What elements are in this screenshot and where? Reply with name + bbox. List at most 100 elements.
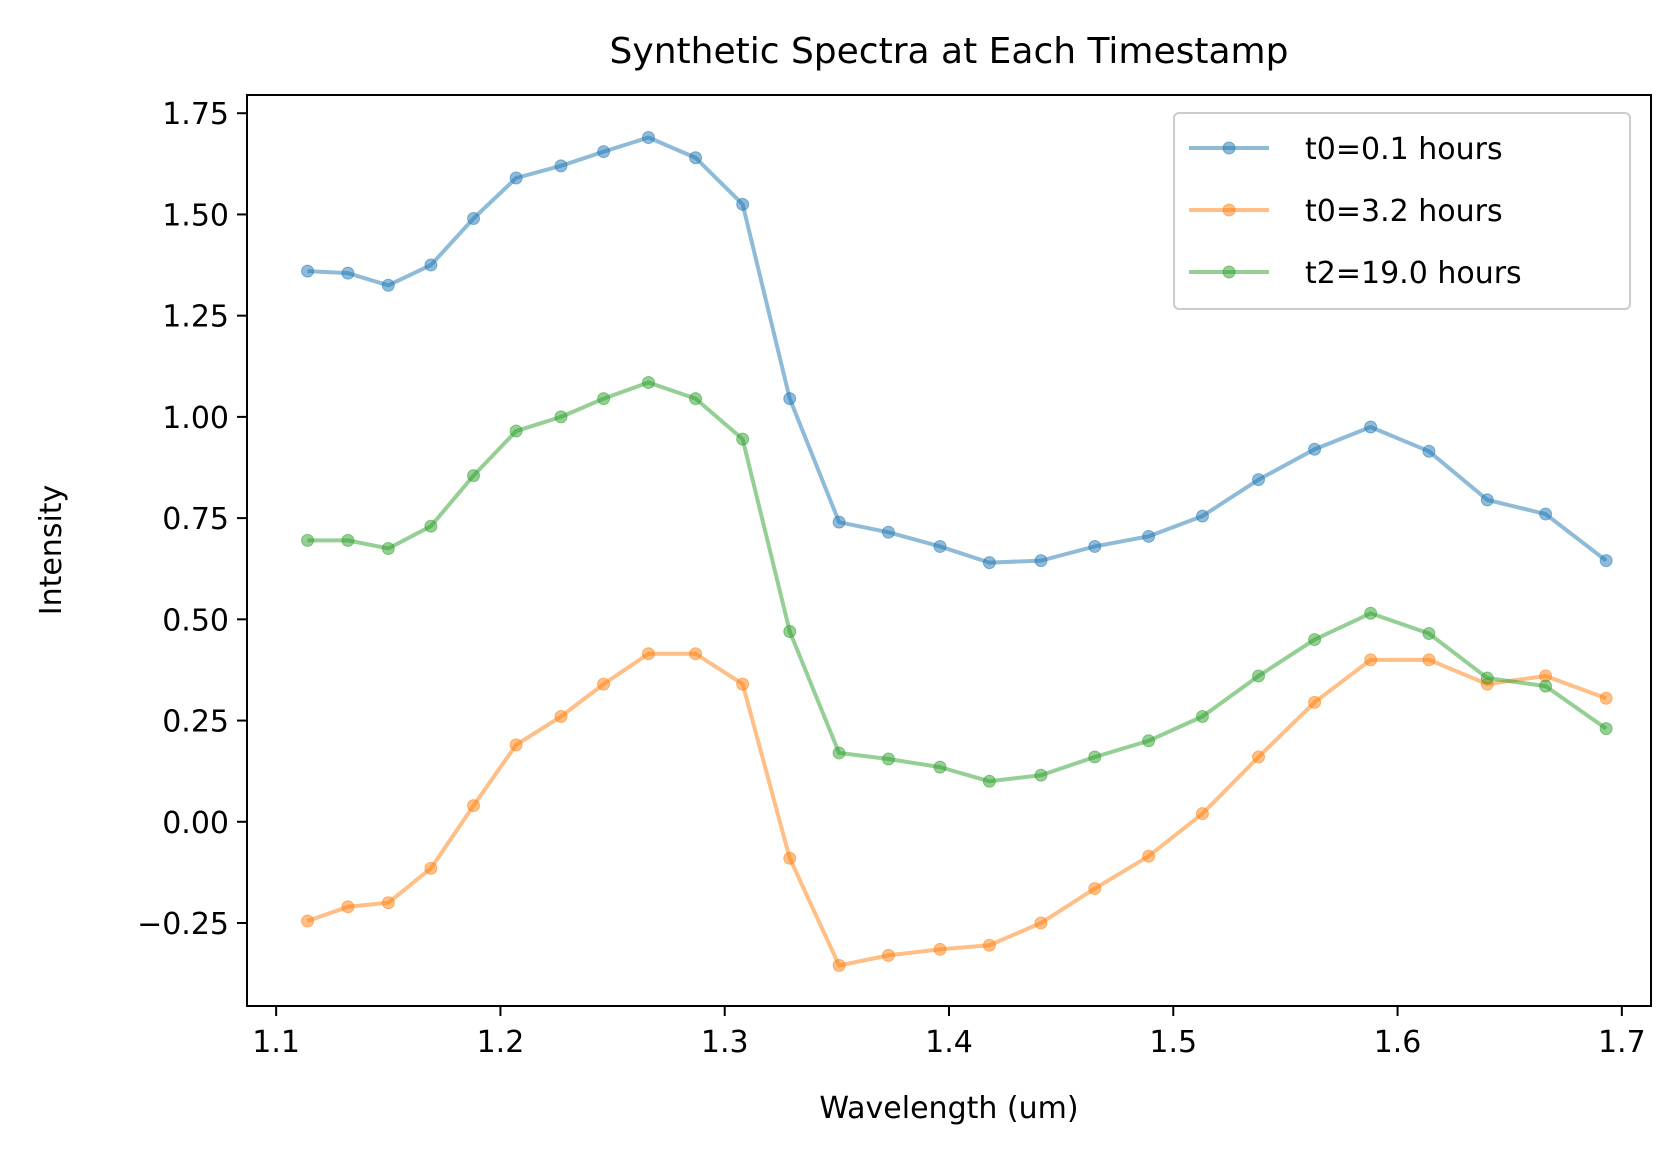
plot-frame xyxy=(246,94,1652,1007)
data-point xyxy=(424,861,438,875)
plot-area xyxy=(301,131,1613,973)
data-point xyxy=(1599,554,1613,568)
data-point xyxy=(783,851,797,865)
data-point xyxy=(341,533,355,547)
data-point xyxy=(467,211,481,225)
x-tick-label: 1.3 xyxy=(701,1025,749,1060)
data-point xyxy=(597,145,611,159)
data-point xyxy=(1088,539,1102,553)
data-point xyxy=(881,948,895,962)
legend-marker xyxy=(1222,265,1236,279)
data-point xyxy=(1308,442,1322,456)
data-point xyxy=(1539,507,1553,521)
data-point xyxy=(1252,473,1266,487)
data-point xyxy=(1088,882,1102,896)
y-tick-label: 1.00 xyxy=(162,401,229,436)
data-point xyxy=(467,469,481,483)
data-point xyxy=(1422,627,1436,641)
data-point xyxy=(341,266,355,280)
y-tick-label: 0.00 xyxy=(162,806,229,841)
data-point xyxy=(381,541,395,555)
data-point xyxy=(1539,679,1553,693)
data-point xyxy=(1480,493,1494,507)
data-point xyxy=(1142,849,1156,863)
data-point xyxy=(1195,509,1209,523)
data-point xyxy=(832,746,846,760)
data-point xyxy=(1252,669,1266,683)
x-tick-label: 1.7 xyxy=(1598,1025,1646,1060)
x-tick-label: 1.2 xyxy=(477,1025,525,1060)
data-point xyxy=(509,424,523,438)
data-point xyxy=(424,258,438,272)
data-point xyxy=(881,525,895,539)
data-point xyxy=(1142,734,1156,748)
data-point xyxy=(554,410,568,424)
data-point xyxy=(301,264,315,278)
chart-title: Synthetic Spectra at Each Timestamp xyxy=(610,31,1289,72)
data-point xyxy=(982,774,996,788)
y-tick-label: 1.25 xyxy=(162,300,229,335)
y-tick-label: 1.50 xyxy=(162,198,229,233)
data-point xyxy=(1195,807,1209,821)
data-point xyxy=(554,159,568,173)
data-point xyxy=(641,647,655,661)
legend-marker xyxy=(1222,141,1236,155)
data-point xyxy=(1308,695,1322,709)
data-point xyxy=(597,392,611,406)
data-point xyxy=(1364,653,1378,667)
data-point xyxy=(881,752,895,766)
data-point xyxy=(933,539,947,553)
data-point xyxy=(509,171,523,185)
y-tick-label: 0.75 xyxy=(162,502,229,537)
data-point xyxy=(1422,444,1436,458)
data-point xyxy=(641,131,655,145)
data-point xyxy=(554,710,568,724)
y-tick-label: 0.25 xyxy=(162,705,229,740)
data-point xyxy=(982,938,996,952)
y-tick-label: 0.50 xyxy=(162,603,229,638)
data-point xyxy=(689,151,703,165)
data-point xyxy=(597,677,611,691)
data-point xyxy=(301,533,315,547)
legend-label: t0=0.1 hours xyxy=(1305,132,1503,167)
y-tick-label: −0.25 xyxy=(137,907,229,942)
x-tick-label: 1.5 xyxy=(1149,1025,1197,1060)
data-point xyxy=(1422,653,1436,667)
data-point xyxy=(641,375,655,389)
data-point xyxy=(1364,606,1378,620)
data-point xyxy=(467,799,481,813)
data-point xyxy=(933,760,947,774)
data-point xyxy=(736,677,750,691)
data-point xyxy=(689,647,703,661)
data-point xyxy=(1195,710,1209,724)
data-point xyxy=(1599,691,1613,705)
data-point xyxy=(1034,916,1048,930)
series-group xyxy=(301,131,1613,570)
x-tick-label: 1.6 xyxy=(1374,1025,1422,1060)
axis-ticks: 1.1 1.2 1.3 1.4 1.5 1.6 1.7 −0.25 0.00 0.25 0.50 0.… xyxy=(137,97,1646,1060)
legend: t0=0.1 hours t0=3.2 hours t2=19.0 hours xyxy=(1173,112,1631,310)
data-point xyxy=(424,519,438,533)
legend-marker xyxy=(1222,203,1236,217)
series-group xyxy=(301,647,1613,973)
data-point xyxy=(341,900,355,914)
legend-label: t0=3.2 hours xyxy=(1305,194,1503,229)
data-point xyxy=(832,959,846,973)
data-point xyxy=(736,432,750,446)
legend-label: t2=19.0 hours xyxy=(1305,256,1522,291)
data-point xyxy=(1308,633,1322,647)
data-point xyxy=(381,896,395,910)
data-point xyxy=(301,914,315,928)
data-point xyxy=(783,392,797,406)
data-point xyxy=(1480,671,1494,685)
data-point xyxy=(1088,750,1102,764)
data-point xyxy=(783,624,797,638)
data-point xyxy=(1599,722,1613,736)
data-point xyxy=(1252,750,1266,764)
data-point xyxy=(1034,554,1048,568)
series-group xyxy=(301,375,1613,788)
data-point xyxy=(933,942,947,956)
data-point xyxy=(736,197,750,211)
data-point xyxy=(1364,420,1378,434)
